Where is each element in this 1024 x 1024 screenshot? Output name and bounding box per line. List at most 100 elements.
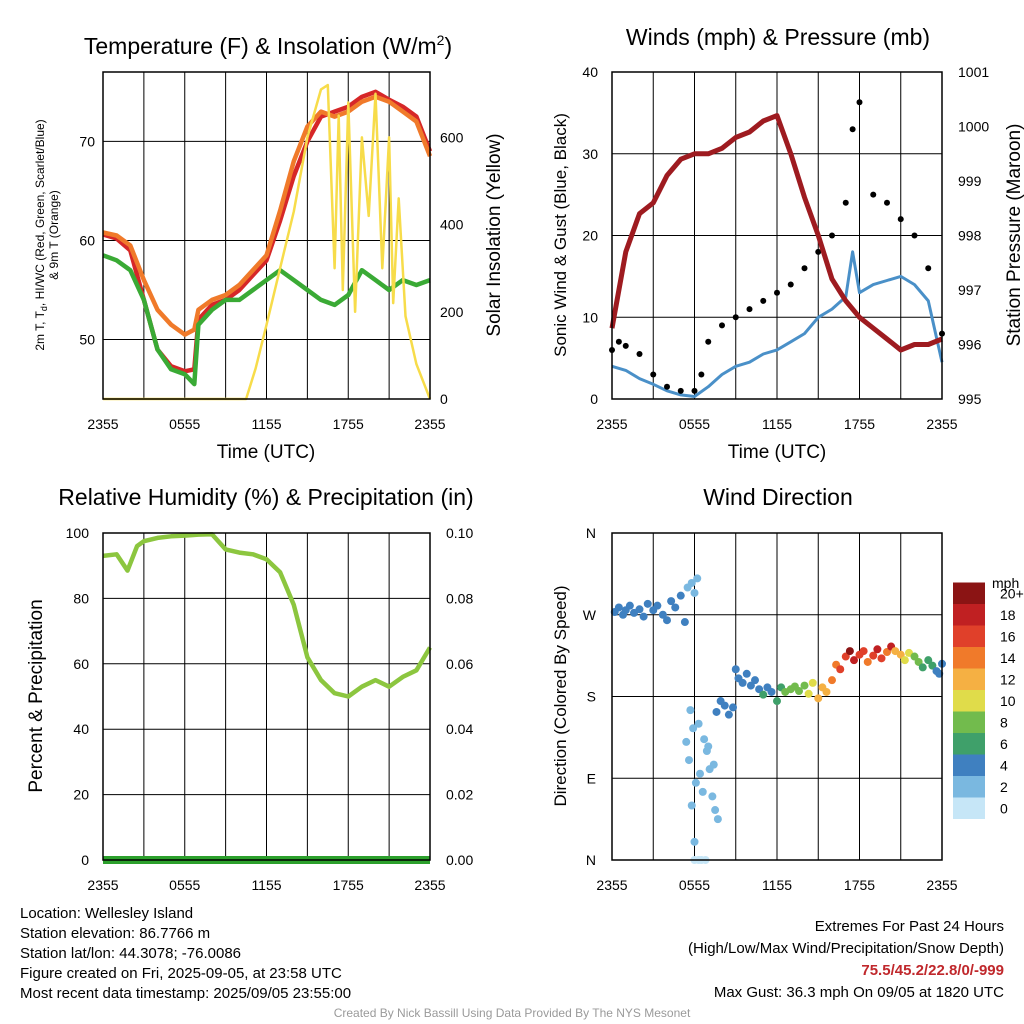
direction-point	[804, 689, 813, 698]
x-tick-label: 1755	[333, 877, 364, 893]
winds-y2label: Station Pressure (Maroon)	[1004, 124, 1024, 347]
direction-point	[720, 701, 729, 710]
y-tick-label: S	[587, 689, 596, 705]
y2-tick-label: 999	[958, 173, 982, 189]
y-tick-label: 30	[582, 146, 598, 162]
direction-point	[696, 769, 704, 778]
gust-point	[884, 199, 890, 206]
direction-point	[682, 737, 691, 746]
y-tick-label: W	[583, 607, 597, 623]
colorbar-cell	[953, 733, 985, 755]
gust-point	[801, 265, 808, 272]
gust-point	[897, 216, 904, 223]
humidity-ylabel: Percent & Precipitation	[26, 599, 47, 792]
direction-point	[767, 687, 776, 696]
credit-text: Created By Nick Bassill Using Data Provi…	[333, 1006, 691, 1020]
direction-point	[704, 742, 713, 751]
temperature-series	[102, 83, 433, 401]
y2-tick-label: 998	[958, 228, 982, 244]
y2-tick-label: 995	[958, 391, 982, 407]
colorbar-label: 6	[1000, 736, 1008, 752]
direction-point	[625, 601, 634, 610]
temperature-axes: 50 60 70 0 200 400 600 2355 0555 1155 1755 2355	[79, 129, 463, 432]
direction-point	[639, 612, 648, 621]
direction-point	[643, 599, 652, 608]
colorbar-cell	[953, 668, 985, 690]
gust-point	[815, 248, 822, 255]
direction-point	[742, 669, 751, 678]
direction-point	[800, 681, 809, 690]
gust-point	[829, 232, 835, 239]
y-tick-label: 70	[79, 133, 95, 149]
direction-point	[689, 724, 698, 733]
direction-point	[755, 685, 764, 694]
colorbar-cell	[953, 647, 985, 669]
gust-point	[911, 232, 918, 239]
y2-tick-label: 0.08	[446, 590, 473, 606]
direction-point	[914, 657, 923, 666]
direction-point	[863, 657, 872, 666]
x-tick-label: 1155	[762, 877, 792, 893]
direction-point	[896, 650, 905, 659]
x-tick-label: 1755	[333, 416, 364, 432]
direction-point	[693, 574, 702, 583]
y2-tick-label: 600	[440, 129, 464, 145]
direction-point	[709, 760, 718, 769]
x-tick-label: 2355	[926, 877, 957, 893]
created-text: Figure created on Fri, 2025-09-05, at 23…	[20, 965, 342, 982]
y-tick-label: 0	[81, 852, 89, 868]
direction-point	[836, 665, 845, 674]
x-tick-label: 2355	[926, 416, 957, 432]
direction-point	[729, 703, 737, 712]
direction-point	[795, 687, 803, 696]
direction-point	[686, 706, 695, 715]
x-tick-label: 2355	[414, 877, 445, 893]
extremes-title: Extremes For Past 24 Hours	[814, 918, 1004, 935]
gust-point	[636, 351, 643, 358]
series-line-pressure	[609, 113, 943, 353]
direction-point	[680, 618, 689, 627]
latlon-text: Station lat/lon: 44.3078; -76.0086	[20, 945, 242, 962]
colorbar-cell	[953, 797, 985, 819]
winds-ylabel: Sonic Wind & Gust (Blue, Black)	[551, 113, 570, 357]
direction-point	[845, 647, 854, 656]
extremes-values: 75.5/45.2/22.8/0/-999	[861, 962, 1004, 979]
x-tick-label: 0555	[169, 877, 200, 893]
temperature-xlabel: Time (UTC)	[217, 442, 316, 463]
y-tick-label: 50	[79, 332, 95, 348]
y-tick-label: 20	[73, 787, 89, 803]
y2-tick-label: 0.10	[446, 525, 473, 541]
series-line-rh	[102, 532, 432, 699]
direction-point	[738, 678, 747, 687]
extremes-subtitle: (High/Low/Max Wind/Precipitation/Snow De…	[688, 940, 1004, 957]
y2-tick-label: 400	[440, 217, 464, 233]
x-tick-label: 1155	[251, 416, 281, 432]
y2-tick-label: 0	[440, 391, 448, 407]
gust-point	[650, 371, 657, 378]
winds-series	[609, 99, 945, 398]
colorbar-cell	[953, 776, 985, 798]
direction-point	[711, 806, 720, 815]
y2-tick-label: 996	[958, 337, 982, 353]
elevation-text: Station elevation: 86.7766 m	[20, 925, 211, 942]
gust-point	[870, 191, 877, 198]
station-metadata: Location: Wellesley Island Station eleva…	[20, 904, 351, 1004]
colorbar-label: 18	[1000, 607, 1016, 623]
gust-point	[732, 314, 739, 321]
direction-point	[759, 690, 768, 699]
max-gust-text: Max Gust: 36.3 mph On 09/05 at 1820 UTC	[713, 984, 1004, 1001]
series-line-td	[102, 253, 431, 387]
temperature-ylabel: 2m T, Td, HI/WC (Red, Green, Scarlet/Blu…	[33, 119, 49, 350]
colorbar-cell	[953, 582, 985, 604]
colorbar-label: 10	[1000, 693, 1016, 709]
direction-point	[751, 676, 759, 685]
humidity-frame	[102, 532, 431, 861]
direction-point	[635, 605, 644, 614]
gust-point	[615, 338, 622, 345]
winds-axes: 0 10 20 30 40 995 996 997 998 999 1000 1001 2355 0555…	[582, 64, 989, 432]
direction-point	[700, 735, 709, 744]
x-tick-label: 1155	[762, 416, 792, 432]
y-tick-label: N	[586, 525, 596, 541]
y-tick-label: 60	[79, 232, 95, 248]
